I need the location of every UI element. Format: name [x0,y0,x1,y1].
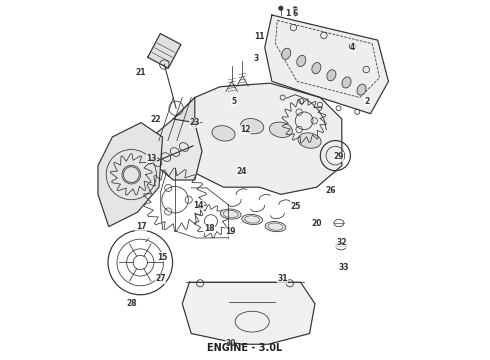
Text: ENGINE - 3.0L: ENGINE - 3.0L [207,343,283,353]
Text: 2: 2 [364,96,369,105]
Polygon shape [152,119,202,180]
Text: 28: 28 [127,299,137,308]
Text: 13: 13 [147,154,157,163]
Ellipse shape [297,55,306,67]
Text: 15: 15 [157,253,168,262]
Text: 24: 24 [236,167,246,176]
Ellipse shape [282,48,291,59]
Text: 25: 25 [290,202,300,211]
Text: 3: 3 [253,54,258,63]
Circle shape [279,6,283,10]
Ellipse shape [212,126,235,141]
Polygon shape [173,98,195,173]
Text: 11: 11 [254,32,265,41]
Ellipse shape [265,221,286,232]
Circle shape [293,7,297,11]
Text: 12: 12 [240,125,250,134]
Polygon shape [182,282,315,344]
Ellipse shape [357,84,366,95]
Text: 6: 6 [293,9,298,18]
Text: 23: 23 [190,118,200,127]
Text: 4: 4 [350,43,355,52]
Polygon shape [265,15,389,114]
Text: 29: 29 [333,152,343,161]
Text: 33: 33 [339,264,349,273]
Ellipse shape [241,118,264,134]
Polygon shape [98,123,163,226]
Polygon shape [173,83,342,194]
Text: 31: 31 [277,274,288,283]
Text: 1: 1 [285,9,291,18]
Text: 21: 21 [136,68,146,77]
Ellipse shape [327,70,336,81]
Ellipse shape [220,209,241,219]
Text: 20: 20 [312,219,322,228]
Text: 5: 5 [232,96,237,105]
Text: 17: 17 [136,222,147,231]
Text: 18: 18 [204,224,215,233]
Ellipse shape [298,133,321,148]
Text: 30: 30 [225,339,236,348]
Text: 32: 32 [337,238,347,247]
Ellipse shape [242,214,263,225]
Ellipse shape [342,77,351,88]
Text: 26: 26 [326,186,336,195]
Text: 22: 22 [150,114,161,123]
Ellipse shape [270,122,293,138]
Ellipse shape [312,63,321,74]
Polygon shape [147,33,181,68]
Text: 14: 14 [193,201,204,210]
Text: 19: 19 [225,228,236,237]
Text: 27: 27 [155,274,166,283]
